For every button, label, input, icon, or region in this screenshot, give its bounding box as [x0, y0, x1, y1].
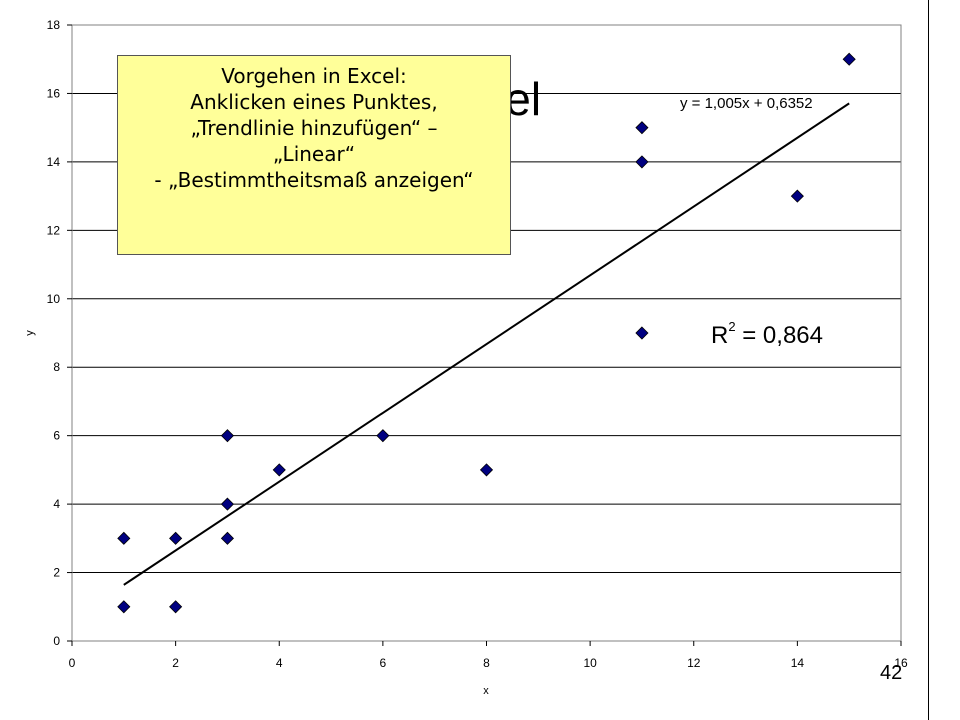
callout-line: Anklicken eines Punktes,: [190, 90, 438, 114]
x-axis-title: x: [483, 685, 489, 697]
y-tick-label: 12: [47, 223, 61, 237]
data-point: [169, 531, 183, 545]
data-point: [376, 429, 390, 443]
r-squared-sup: 2: [728, 319, 735, 334]
slide-border: [928, 0, 929, 720]
data-point: [220, 531, 235, 545]
data-point: [117, 531, 131, 545]
data-point: [220, 497, 235, 511]
data-point: [479, 463, 494, 477]
y-tick-label: 14: [47, 155, 61, 169]
data-point: [635, 121, 649, 135]
excel-instructions-callout: Vorgehen in Excel: Anklicken eines Punkt…: [117, 55, 511, 255]
trendline-equation: y = 1,005x + 0,6352: [680, 95, 813, 112]
x-tick-label: 14: [791, 656, 805, 670]
x-axis: 0 2 4 6 8 10 12 14 16: [69, 641, 908, 670]
data-point: [169, 600, 183, 614]
y-tick-label: 10: [47, 292, 61, 306]
r-squared-r: R: [711, 322, 728, 349]
r-squared-value: = 0,864: [736, 322, 823, 349]
y-tick-label: 4: [53, 497, 60, 511]
y-tick-label: 6: [53, 429, 60, 443]
r-squared-label: R2 = 0,864: [711, 319, 823, 349]
page-number: 42: [880, 662, 902, 684]
x-tick-label: 12: [687, 656, 701, 670]
x-tick-label: 16: [894, 656, 908, 670]
x-tick-label: 4: [276, 656, 283, 670]
data-points: [117, 52, 856, 614]
x-tick-label: 2: [172, 656, 179, 670]
y-tick-label: 16: [47, 86, 61, 100]
y-tick-label: 2: [53, 566, 60, 580]
data-point: [220, 429, 235, 443]
data-point: [635, 326, 649, 340]
data-point: [117, 600, 131, 614]
data-point: [635, 155, 649, 169]
callout-line: „Trendlinie hinzufügen“ –: [190, 116, 438, 140]
data-point: [790, 189, 804, 203]
callout-line: - „Bestimmtheitsmaß anzeigen“: [154, 168, 474, 192]
data-point: [842, 52, 856, 66]
y-tick-label: 18: [47, 18, 61, 32]
x-tick-label: 10: [583, 656, 597, 670]
y-tick-label: 8: [53, 360, 60, 374]
callout-line: „Linear“: [272, 142, 356, 166]
y-axis: 0 2 4 6 8 10 12 14 16 18: [47, 18, 72, 648]
x-tick-label: 6: [380, 656, 387, 670]
y-axis-title: y: [24, 330, 36, 336]
data-point: [272, 463, 286, 477]
callout-line: Vorgehen in Excel:: [221, 64, 407, 88]
trendline: [123, 102, 850, 586]
y-tick-label: 0: [53, 634, 60, 648]
x-tick-label: 0: [69, 656, 76, 670]
x-tick-label: 8: [483, 656, 490, 670]
